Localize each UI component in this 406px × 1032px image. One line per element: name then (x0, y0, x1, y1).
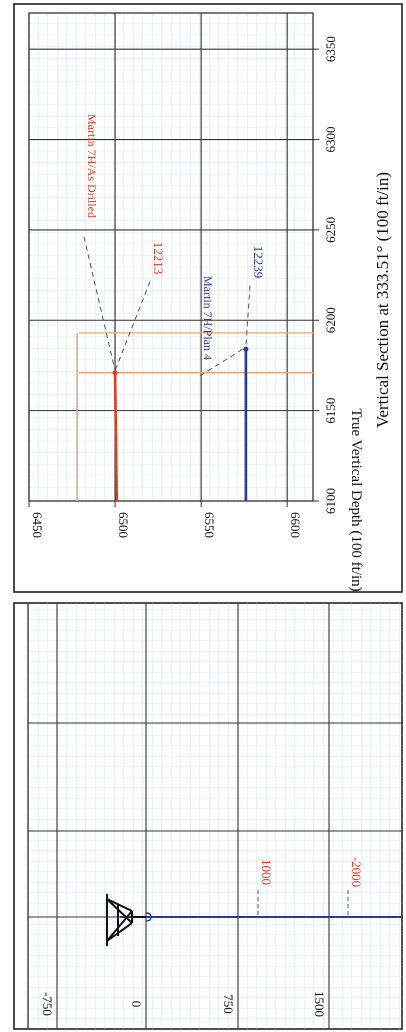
y-axis-label: True Vertical Depth (100 ft/in) (348, 408, 364, 591)
bottom-chart-panel: -750 0 750 1500 1000 -2000 (13, 602, 403, 1030)
reference-lines (76, 332, 313, 501)
x-tick-label: 6200 (323, 307, 338, 333)
series-label: 12239 (251, 246, 266, 279)
top-plot-area (29, 13, 313, 501)
x-axis-label: Vertical Section at 333.51° (100 ft/in) (373, 172, 392, 428)
x-tick-label: 6350 (323, 36, 338, 62)
bottom-y-tick-label: 750 (221, 994, 236, 1014)
x-tick-label: 6100 (323, 488, 338, 514)
y-tick-label: 6450 (30, 512, 45, 538)
series-marker-0 (112, 370, 118, 376)
y-tick-label: 6500 (116, 512, 131, 538)
top-plot-border (28, 12, 314, 502)
series-line-0 (113, 372, 119, 502)
bottom-y-tick-labels: -750 0 750 1500 (40, 991, 327, 1017)
bottom-plot-background (28, 603, 403, 1029)
label-leader-line (199, 346, 247, 377)
series-marker-1 (243, 346, 249, 352)
x-tick-labels: 6100 6150 6200 6250 6300 6350 (323, 36, 338, 514)
depth-annotation: 1000 (259, 859, 274, 885)
label-leader-line (114, 281, 151, 371)
x-tick-label: 6150 (323, 398, 338, 424)
top-plot-background (29, 13, 313, 501)
y-tick-label: 6550 (202, 512, 217, 538)
series-labels: Martin 7H/As Drilled 12213 Martin 7H/Plan … (83, 114, 266, 377)
bottom-y-tick-label: -750 (40, 992, 55, 1016)
label-leader-line (245, 285, 251, 348)
x-tick-label: 6300 (323, 127, 338, 153)
drilling-rig-icon (106, 894, 152, 946)
depth-annotations: 1000 -2000 (257, 857, 364, 915)
label-leader-line (83, 236, 116, 371)
top-chart-panel: 6100 6150 6200 6250 6300 6350 6450 6500 6550 660… (13, 3, 403, 593)
bottom-y-tick-label: 1500 (312, 991, 327, 1017)
series-label: 12213 (151, 242, 166, 275)
y-tick-label: 6600 (288, 512, 303, 538)
series-label: Martin 7H/Plan 4 (201, 276, 215, 360)
series-group (112, 346, 249, 502)
series-label: Martin 7H/As Drilled (85, 114, 99, 218)
depth-annotation: -2000 (349, 857, 364, 887)
bottom-y-tick-label: 0 (129, 1001, 144, 1008)
x-tick-label: 6250 (323, 217, 338, 243)
y-tick-labels: 6450 6500 6550 6600 (30, 512, 303, 538)
